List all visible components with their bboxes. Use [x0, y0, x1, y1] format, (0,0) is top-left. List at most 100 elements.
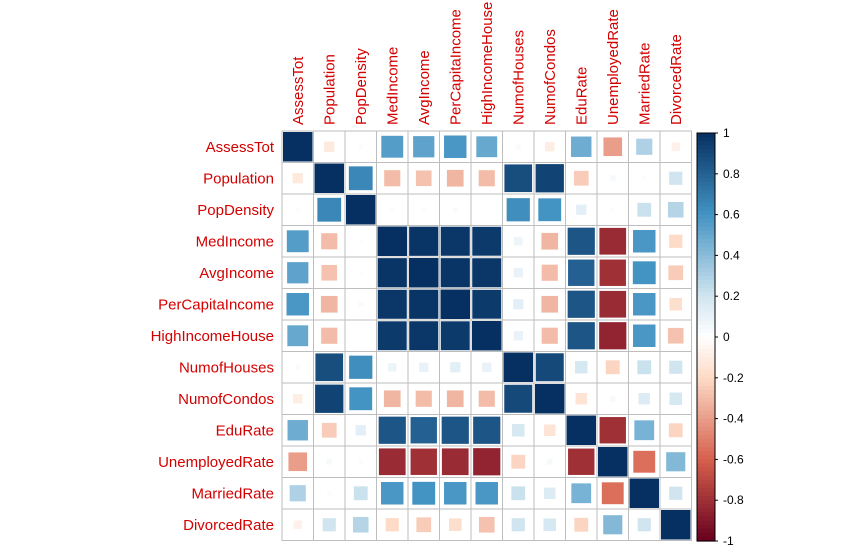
corr-square: [538, 198, 562, 222]
colorbar-segment: [697, 410, 715, 416]
corr-square: [315, 353, 344, 382]
colorbar-segment: [697, 239, 715, 244]
corr-square: [511, 423, 525, 437]
corr-square: [668, 265, 684, 281]
corr-square: [358, 459, 363, 464]
corr-square: [605, 360, 620, 375]
corr-square: [416, 517, 432, 533]
grid-cell: [470, 193, 503, 226]
corr-square: [321, 264, 338, 281]
corr-square: [450, 362, 461, 373]
corr-square: [638, 393, 650, 405]
corr-square: [441, 416, 469, 444]
corr-square: [472, 289, 502, 319]
corr-square: [567, 322, 595, 350]
corr-square: [377, 226, 407, 256]
corr-square: [599, 322, 627, 350]
corr-square: [321, 422, 337, 438]
colorbar-segment: [697, 279, 715, 285]
colorbar-segment: [697, 345, 715, 350]
corr-square: [287, 262, 309, 284]
row-label: NumofHouses: [179, 359, 274, 376]
corr-square: [514, 237, 523, 246]
column-label: EduRate: [573, 67, 590, 125]
corr-square: [511, 486, 526, 501]
colorbar-segment: [697, 194, 715, 199]
colorbar-segment: [697, 341, 715, 346]
colorbar-segment: [697, 520, 715, 526]
corr-square: [599, 417, 626, 444]
colorbar-segment: [697, 218, 715, 224]
colorbar-segment: [697, 332, 715, 338]
row-label: Population: [203, 170, 274, 187]
corr-square: [286, 230, 309, 253]
colorbar-segment: [697, 422, 715, 428]
corr-square: [315, 384, 344, 413]
corr-square: [671, 142, 680, 151]
corr-square: [599, 290, 627, 318]
colorbar-segment: [697, 181, 715, 187]
corr-square: [511, 454, 526, 469]
colorbar-segment: [697, 451, 715, 456]
corr-square: [506, 198, 530, 222]
colorbar-segment: [697, 492, 715, 497]
colorbar-tick-label: 0: [723, 330, 730, 344]
grid-cell: [502, 130, 535, 163]
corr-square: [444, 135, 467, 158]
colorbar-segment: [697, 349, 715, 354]
corr-square: [409, 321, 439, 351]
colorbar-segment: [697, 324, 715, 330]
colorbar-segment: [697, 357, 715, 363]
corr-square: [543, 518, 557, 532]
corr-square: [669, 171, 683, 185]
colorbar-segment: [697, 247, 715, 252]
corr-square: [378, 416, 406, 444]
colorbar-tick-label: -1: [723, 534, 734, 548]
corr-square: [390, 207, 395, 212]
corr-square: [292, 173, 303, 184]
colorbar-segment: [697, 145, 715, 150]
column-label: Population: [321, 54, 338, 125]
colorbar-segment: [697, 165, 715, 171]
column-label: AssessTot: [290, 56, 307, 125]
colorbar-segment: [697, 271, 715, 277]
colorbar-segment: [697, 283, 715, 289]
corr-square: [314, 163, 344, 193]
colorbar-segment: [697, 508, 715, 514]
corr-square: [610, 207, 615, 212]
colorbar-segment: [697, 169, 715, 175]
grid-cell: [659, 193, 692, 226]
corr-square: [358, 301, 364, 307]
corr-square: [378, 448, 406, 476]
colorbar-tick-label: -0.6: [723, 452, 744, 466]
column-label: PerCapitaIncome: [447, 9, 464, 125]
corr-square: [541, 264, 558, 281]
colorbar-segment: [697, 390, 715, 395]
corr-square: [669, 392, 683, 406]
colorbar-segment: [697, 402, 715, 407]
colorbar-segment: [697, 487, 715, 493]
row-label: NumofCondos: [178, 391, 274, 408]
corr-square: [541, 232, 559, 250]
corr-square: [535, 164, 564, 193]
column-label: HighIncomeHouse: [479, 2, 496, 125]
corr-square: [541, 327, 558, 344]
corr-square: [358, 144, 363, 149]
corr-square: [317, 197, 342, 222]
corr-square: [599, 259, 626, 286]
row-labels: AssessTot Population PopDensity MedIncome Av…: [151, 139, 275, 534]
corr-square: [567, 290, 595, 318]
corr-square: [478, 516, 495, 533]
colorbar-segment: [697, 430, 715, 436]
corr-square: [535, 384, 565, 414]
colorbar-segment: [697, 475, 715, 481]
corr-square: [667, 327, 684, 344]
corr-square: [573, 170, 589, 186]
colorbar-segment: [697, 214, 715, 220]
colorbar-segment: [697, 447, 715, 452]
colorbar-segment: [697, 275, 715, 281]
corr-square: [637, 518, 651, 532]
corr-square: [421, 207, 426, 212]
corr-square: [324, 141, 335, 152]
corr-square: [511, 518, 525, 532]
